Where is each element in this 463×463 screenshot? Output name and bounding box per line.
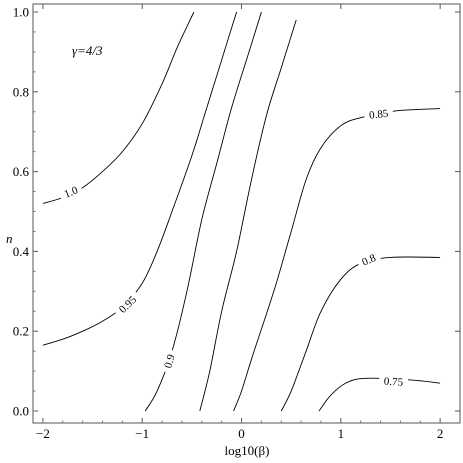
y-tick-label: 0.0 [13, 404, 29, 419]
contour-line [199, 19, 297, 412]
y-tick-label: 0.8 [13, 84, 29, 99]
contour-label-text: 0.9 [162, 353, 178, 370]
contour-label: 0.85 [363, 105, 394, 122]
contour-label-bg [159, 348, 179, 374]
y-tick-label: 0.4 [13, 244, 30, 259]
contour-label-text: 1.0 [62, 184, 80, 200]
x-tick-label: −2 [36, 426, 50, 441]
x-tick-label: −1 [135, 426, 149, 441]
x-tick-label: 0 [238, 426, 245, 441]
contour-label-text: 0.75 [383, 375, 403, 388]
contour-label: 1.0 [57, 181, 84, 202]
contour-line [233, 323, 264, 412]
contour-label: 0.8 [355, 248, 382, 270]
gamma-annotation: γ=4/3 [72, 43, 103, 58]
x-tick-label: 1 [338, 426, 345, 441]
contour-label-bg [378, 373, 409, 389]
contour-line [144, 11, 262, 412]
contour-line [280, 256, 441, 412]
y-axis-label: n [6, 231, 13, 246]
contour-label-bg [57, 181, 84, 202]
contour-label: 0.75 [378, 373, 409, 389]
plot-frame [32, 3, 461, 424]
y-tick-label: 0.2 [13, 324, 29, 339]
contour-line [318, 377, 441, 412]
x-axis-label: log10(β) [225, 443, 270, 458]
contour-label-bg [112, 289, 143, 319]
contour-line [262, 108, 441, 324]
contour-label-bg [355, 248, 382, 270]
axis-ticks: −2 −1 0 1 2 0.0 0.2 0.4 0.6 0.8 1.0 [13, 4, 460, 441]
contour-label-text: 0.8 [360, 252, 378, 269]
contour-lines [42, 11, 441, 412]
contour-line [42, 11, 238, 346]
contour-labels: 1.0 0.95 0.9 0.85 0.8 0.75 [57, 105, 409, 389]
contour-label: 0.9 [159, 348, 179, 374]
contour-line [42, 11, 195, 204]
y-tick-label: 1.0 [13, 4, 29, 19]
contour-label-text: 0.85 [368, 108, 389, 122]
contour-label-bg [363, 105, 394, 122]
x-tick-label: 2 [437, 426, 444, 441]
y-tick-label: 0.6 [13, 164, 30, 179]
contour-label: 0.95 [112, 289, 143, 319]
